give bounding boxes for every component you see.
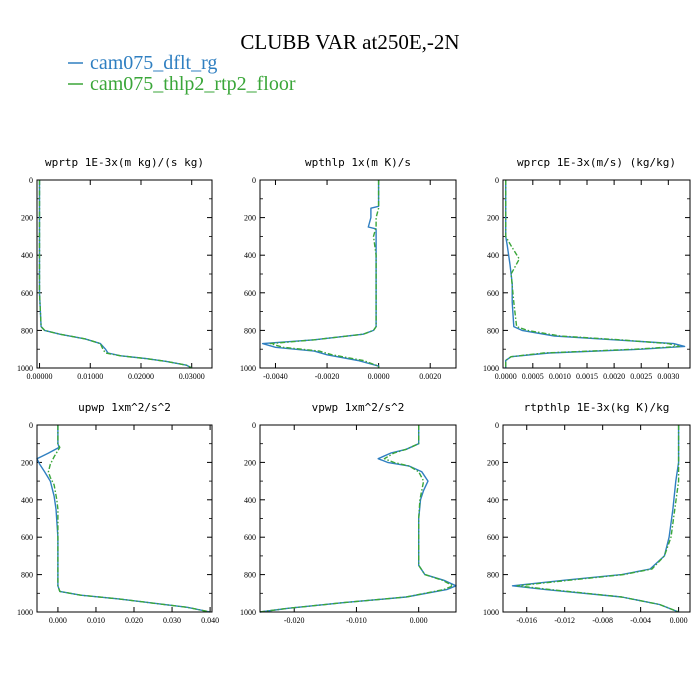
y-tick-label: 400 (244, 496, 256, 505)
y-tick-label: 600 (21, 533, 33, 542)
panel-2: wpthlp 1x(m K)/s 0 200 400 600 800 1000 -0.0040… (240, 156, 457, 381)
y-tick-label: 200 (21, 214, 33, 223)
series-line-thlp2-rtp2-floor (505, 180, 680, 368)
legend-label-1: cam075_dflt_rg (90, 52, 217, 74)
y-tick-label: 1000 (17, 364, 33, 373)
y-tick-label: 600 (244, 289, 256, 298)
x-tick-label: 0.010 (87, 616, 105, 625)
x-tick-label: 0.000 (49, 616, 67, 625)
x-tick-label: 0.0000 (368, 372, 390, 381)
x-tick-label: 0.0000 (495, 372, 517, 381)
y-tick-label: 600 (244, 533, 256, 542)
series-line-dflt-rg (261, 180, 380, 368)
y-tick-label: 200 (244, 214, 256, 223)
x-tick-label: 0.01000 (77, 372, 103, 381)
y-tick-label: 0 (29, 421, 33, 430)
x-tick-label: 0.0020 (603, 372, 625, 381)
y-tick-label: 0 (252, 421, 256, 430)
plot-frame (502, 424, 691, 613)
y-tick-label: 0 (252, 176, 256, 185)
x-tick-label: 0.00000 (27, 372, 53, 381)
y-tick-label: 400 (244, 251, 256, 260)
y-tick-label: 400 (21, 251, 33, 260)
y-tick-label: 800 (487, 326, 499, 335)
y-tick-label: 0 (495, 421, 499, 430)
x-tick-label: 0.030 (163, 616, 181, 625)
y-tick-label: 800 (244, 571, 256, 580)
panel-6: rtpthlp 1E-3x(kg K)/kg 0 200 400 600 800 1000 -… (483, 401, 691, 625)
panel-title: wprcp 1E-3x(m/s) (kg/kg) (517, 156, 676, 169)
legend: cam075_dflt_rg cam075_thlp2_rtp2_floor (68, 52, 296, 95)
legend-label-2: cam075_thlp2_rtp2_floor (90, 73, 296, 95)
y-tick-label: 800 (21, 571, 33, 580)
y-tick-label: 1000 (240, 608, 256, 617)
x-tick-label: -0.0020 (315, 372, 340, 381)
x-tick-label: 0.020 (125, 616, 143, 625)
x-tick-label: -0.020 (284, 616, 305, 625)
y-tick-label: 800 (244, 326, 256, 335)
panel-5: vpwp 1xm^2/s^2 0 200 400 600 800 1000 -0.020 -0.… (240, 401, 457, 625)
y-tick-label: 400 (487, 496, 499, 505)
panel-title: wprtp 1E-3x(m kg)/(s kg) (45, 156, 204, 169)
figure-title: CLUBB VAR at250E,-2N (240, 30, 459, 54)
x-tick-label: 0.000 (410, 616, 428, 625)
y-tick-label: 1000 (483, 364, 499, 373)
series-line-dflt-rg (259, 425, 457, 613)
y-tick-label: 800 (21, 326, 33, 335)
x-tick-label: -0.012 (554, 616, 575, 625)
y-tick-label: 0 (29, 176, 33, 185)
x-tick-label: 0.000 (670, 616, 688, 625)
panel-3: wprcp 1E-3x(m/s) (kg/kg) 0 200 400 600 800 100… (483, 156, 691, 381)
series-line-thlp2-rtp2-floor (47, 425, 211, 613)
y-tick-label: 1000 (17, 608, 33, 617)
x-tick-label: 0.0025 (630, 372, 652, 381)
y-tick-label: 1000 (483, 608, 499, 617)
x-tick-label: -0.008 (592, 616, 613, 625)
series-line-dflt-rg (38, 180, 193, 369)
x-tick-label: -0.016 (516, 616, 537, 625)
x-tick-label: 0.0010 (549, 372, 571, 381)
y-tick-label: 0 (495, 176, 499, 185)
panel-1: wprtp 1E-3x(m kg)/(s kg) 0 200 400 600 800 100… (17, 156, 213, 381)
y-tick-label: 200 (244, 458, 256, 467)
panel-title: rtpthlp 1E-3x(kg K)/kg (524, 401, 670, 414)
y-tick-label: 400 (21, 496, 33, 505)
plot-frame (259, 424, 457, 613)
plot-frame (502, 179, 691, 369)
series-line-thlp2-rtp2-floor (516, 425, 680, 613)
x-tick-label: 0.0005 (522, 372, 544, 381)
x-tick-label: -0.010 (346, 616, 367, 625)
x-tick-label: 0.0015 (576, 372, 598, 381)
y-tick-label: 600 (487, 533, 499, 542)
y-tick-label: 600 (21, 289, 33, 298)
x-tick-label: 0.0020 (419, 372, 441, 381)
x-tick-label: 0.02000 (128, 372, 154, 381)
x-tick-label: 0.0030 (657, 372, 679, 381)
panel-title: upwp 1xm^2/s^2 (78, 401, 171, 414)
series-line-thlp2-rtp2-floor (269, 180, 380, 368)
plot-frame (259, 179, 457, 369)
panels: wprtp 1E-3x(m kg)/(s kg) 0 200 400 600 800 100… (17, 156, 691, 625)
y-tick-label: 200 (487, 458, 499, 467)
y-tick-label: 800 (487, 571, 499, 580)
panel-title: vpwp 1xm^2/s^2 (312, 401, 405, 414)
y-tick-label: 400 (487, 251, 499, 260)
panel-4: upwp 1xm^2/s^2 0 200 400 600 800 1000 0.000 0.01… (17, 401, 219, 625)
x-tick-label: -0.004 (630, 616, 651, 625)
y-tick-label: 200 (487, 214, 499, 223)
plot-frame (36, 179, 213, 369)
x-tick-label: 0.040 (201, 616, 219, 625)
series-line-thlp2-rtp2-floor (38, 180, 193, 369)
series-line-dflt-rg (36, 425, 211, 613)
y-tick-label: 600 (487, 289, 499, 298)
series-line-dflt-rg (505, 180, 686, 368)
x-tick-label: 0.03000 (179, 372, 205, 381)
x-tick-label: -0.0040 (263, 372, 288, 381)
series-line-thlp2-rtp2-floor (259, 425, 454, 613)
plot-frame (36, 424, 213, 613)
y-tick-label: 200 (21, 458, 33, 467)
panel-title: wpthlp 1x(m K)/s (305, 156, 411, 169)
y-tick-label: 1000 (240, 364, 256, 373)
